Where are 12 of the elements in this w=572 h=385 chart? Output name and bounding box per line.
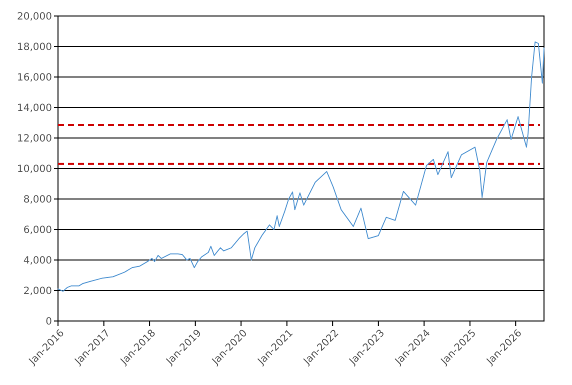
- y-tick-label: 4,000: [23, 256, 52, 266]
- y-tick-label: 0: [46, 316, 52, 328]
- y-tick-label: 16,000: [17, 72, 52, 84]
- y-tick-label: 12,000: [17, 134, 52, 144]
- y-tick-label: 14,000: [17, 103, 52, 114]
- y-tick-label: 18,000: [17, 42, 52, 53]
- y-tick-label: 2,000: [23, 286, 52, 297]
- y-tick-label: 8,000: [23, 194, 52, 206]
- y-tick-label: 10,000: [17, 164, 52, 175]
- y-tick-label: 6,000: [23, 225, 52, 236]
- y-tick-label: 20,000: [17, 12, 52, 22]
- line-series: [58, 41, 544, 292]
